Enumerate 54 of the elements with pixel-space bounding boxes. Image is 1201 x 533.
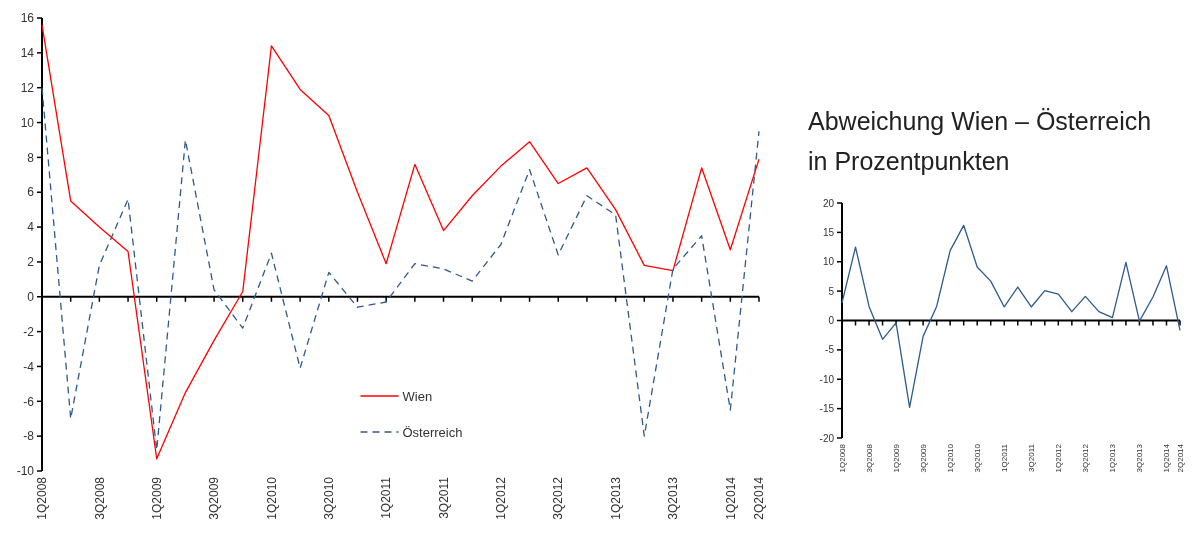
x-tick-label: 1Q2011: [379, 476, 394, 519]
y-tick-label: 2: [27, 255, 35, 270]
y-tick-label: 20: [822, 197, 835, 209]
x-tick-label: 3Q2013: [666, 476, 681, 520]
x-tick-label: 2Q2014: [752, 476, 767, 520]
chart-title: Abweichung Wien – Österreich in Prozentpunkten: [808, 107, 1152, 175]
x-tick-label: 3Q2009: [918, 443, 928, 473]
x-tick-label: 3Q2011: [436, 476, 451, 519]
x-tick-label: 1Q2009: [891, 443, 901, 473]
x-tick-label: 1Q2010: [945, 443, 955, 473]
y-tick-label: 0: [27, 289, 35, 304]
y-tick-label: 12: [20, 80, 35, 95]
x-tick-label: 2Q2014: [1175, 443, 1185, 473]
y-tick-label: -20: [819, 432, 835, 444]
y-tick-label: -6: [23, 394, 35, 409]
y-tick-label: 4: [27, 220, 35, 235]
x-tick-label: 1Q2014: [723, 476, 738, 520]
x-tick-label: 3Q2012: [551, 476, 566, 520]
y-tick-label: 15: [822, 226, 835, 238]
y-tick-label: -15: [819, 403, 835, 415]
x-tick-label: 3Q2012: [1081, 443, 1091, 473]
x-tick-label: 1Q2010: [264, 476, 279, 520]
y-tick-label: -8: [23, 429, 35, 444]
x-tick-label: 1Q2008: [35, 476, 50, 520]
x-tick-label: 3Q2008: [864, 443, 874, 473]
x-tick-label: 3Q2010: [973, 443, 982, 473]
y-tick-label: 6: [27, 185, 35, 200]
legend-label: Österreich: [402, 424, 463, 440]
y-tick-label: 5: [828, 285, 835, 297]
y-tick-label: 0: [828, 315, 835, 326]
y-tick-label: -4: [23, 359, 35, 374]
x-tick-label: 1Q2008: [837, 443, 847, 473]
y-tick-label: 14: [20, 46, 35, 61]
x-tick-label: 1Q2014: [1162, 443, 1172, 473]
x-tick-label: 1Q2013: [608, 476, 623, 520]
y-tick-label: -5: [825, 344, 835, 356]
x-tick-label: 3Q2009: [207, 476, 222, 520]
y-tick-label: 16: [20, 11, 35, 26]
y-tick-label: 10: [822, 256, 835, 268]
y-tick-label: 10: [20, 115, 35, 130]
y-tick-label: 8: [27, 150, 35, 165]
y-tick-label: -2: [23, 324, 35, 339]
x-tick-label: 3Q2010: [322, 476, 336, 520]
x-tick-label: 1Q2013: [1108, 443, 1118, 473]
x-tick-label: 1Q2012: [494, 476, 509, 520]
x-tick-label: 1Q2012: [1054, 443, 1064, 473]
x-tick-label: 1Q2009: [149, 476, 164, 520]
y-tick-label: -10: [16, 464, 35, 479]
legend-label: Wien: [402, 388, 433, 404]
x-tick-label: 3Q2013: [1135, 443, 1145, 473]
x-tick-label: 3Q2011: [1027, 443, 1037, 472]
x-tick-label: 1Q2011: [1000, 443, 1010, 472]
x-tick-label: 3Q2008: [92, 476, 107, 520]
y-tick-label: -10: [819, 373, 835, 385]
